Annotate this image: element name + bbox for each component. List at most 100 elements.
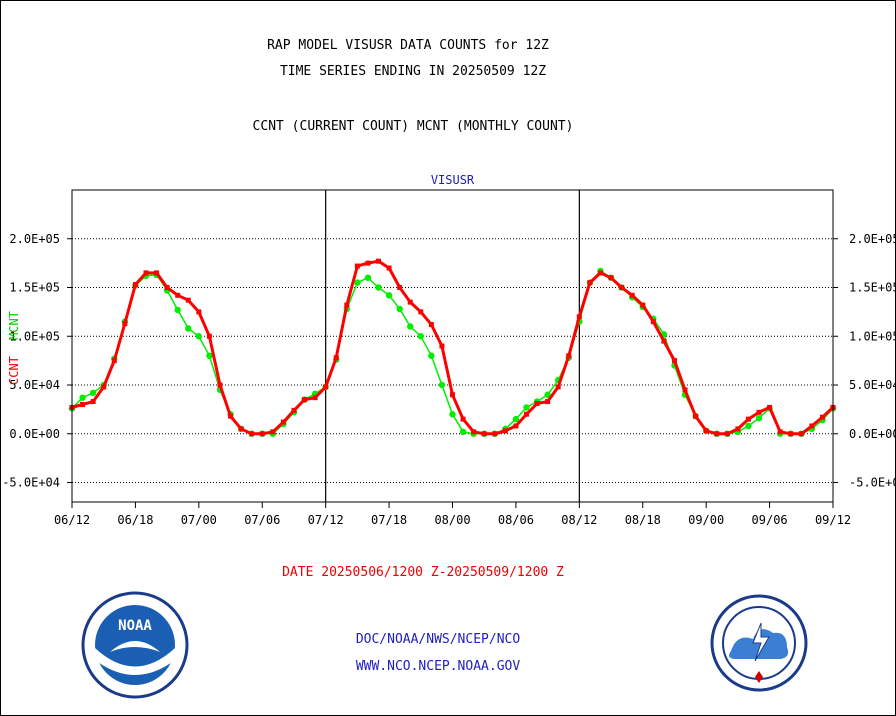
y-tick-label-right: 5.0E+04 xyxy=(849,378,896,392)
x-tick-label: 08/12 xyxy=(561,513,597,527)
y-tick-label-right: 0.0E+00 xyxy=(849,427,896,441)
point-ccnt xyxy=(312,395,318,401)
point-ccnt xyxy=(714,431,720,437)
y-axis-label-mcnt: MCNT xyxy=(7,311,21,340)
y-tick-label-left: -5.0E+04 xyxy=(2,476,60,490)
point-ccnt xyxy=(502,428,508,434)
x-tick-label: 07/12 xyxy=(308,513,344,527)
point-ccnt xyxy=(724,431,730,437)
axis-layer: VISUSR -5.0E+04 -5.0E+04 0.0E+00 0.0E+00 5.0E… xyxy=(2,173,896,527)
point-mcnt xyxy=(449,411,456,418)
x-tick-label: 07/00 xyxy=(181,513,217,527)
point-mcnt xyxy=(428,352,435,359)
y-tick-label-right: -5.0E+04 xyxy=(849,476,896,490)
point-ccnt xyxy=(640,302,646,308)
point-mcnt xyxy=(385,292,393,299)
point-mcnt xyxy=(375,284,382,291)
point-ccnt xyxy=(534,401,540,407)
point-mcnt xyxy=(354,279,361,286)
point-mcnt xyxy=(745,422,752,430)
point-ccnt xyxy=(376,258,382,264)
point-ccnt xyxy=(302,397,308,403)
x-tick-label: 07/06 xyxy=(244,513,280,527)
point-ccnt xyxy=(164,285,170,290)
point-mcnt xyxy=(185,325,192,332)
grid-layer xyxy=(72,190,833,502)
point-ccnt xyxy=(523,411,529,417)
website-link[interactable]: WWW.NCO.NCEP.NOAA.GOV xyxy=(355,659,521,674)
point-mcnt xyxy=(755,414,763,422)
point-ccnt xyxy=(756,409,762,415)
series-layer xyxy=(68,258,837,437)
point-ccnt xyxy=(249,431,255,437)
point-ccnt xyxy=(576,314,582,320)
org-label: DOC/NOAA/NWS/NCEP/NCO xyxy=(355,632,521,647)
point-ccnt xyxy=(217,382,223,388)
chart-header-line2: TIME SERIES ENDING IN 20250509 12Z xyxy=(279,64,547,79)
point-ccnt xyxy=(619,285,625,290)
point-mcnt xyxy=(544,391,551,398)
y-tick-label-left: 5.0E+04 xyxy=(9,378,60,392)
point-ccnt xyxy=(238,426,244,432)
x-tick-label: 06/18 xyxy=(117,513,153,527)
point-ccnt xyxy=(439,343,445,349)
point-ccnt xyxy=(545,399,551,405)
point-mcnt xyxy=(89,389,97,396)
point-ccnt xyxy=(671,358,677,364)
point-ccnt xyxy=(280,419,286,425)
point-ccnt xyxy=(259,431,265,437)
point-ccnt xyxy=(471,429,477,435)
point-mcnt xyxy=(459,428,467,435)
point-ccnt xyxy=(407,299,413,305)
point-ccnt xyxy=(693,413,699,419)
chart-title: VISUSR xyxy=(431,173,475,187)
x-tick-label: 06/12 xyxy=(54,513,90,527)
point-ccnt xyxy=(460,416,466,422)
point-ccnt xyxy=(777,429,783,435)
point-ccnt xyxy=(819,414,825,420)
point-ccnt xyxy=(682,387,688,393)
y-tick-label-right: 1.5E+05 xyxy=(849,281,896,295)
point-ccnt xyxy=(386,265,392,271)
x-tick-label: 08/00 xyxy=(434,513,470,527)
point-mcnt xyxy=(523,404,530,411)
point-ccnt xyxy=(333,355,339,361)
chart-header-line1: RAP MODEL VISUSR DATA COUNTS for 12Z xyxy=(267,38,549,53)
point-ccnt xyxy=(228,413,234,419)
point-ccnt xyxy=(788,431,794,437)
y-tick-label-left: 1.5E+05 xyxy=(9,281,60,295)
x-tick-label: 08/18 xyxy=(625,513,661,527)
point-mcnt xyxy=(195,333,203,340)
point-ccnt xyxy=(354,263,360,269)
point-ccnt xyxy=(122,321,128,327)
point-ccnt xyxy=(80,402,86,407)
point-ccnt xyxy=(513,423,519,429)
point-mcnt xyxy=(407,323,414,330)
point-ccnt xyxy=(132,282,138,288)
y-tick-label-right: 2.0E+05 xyxy=(849,232,896,246)
point-ccnt xyxy=(745,416,751,422)
point-ccnt xyxy=(450,392,455,398)
nws-logo xyxy=(710,594,808,692)
point-ccnt xyxy=(735,426,741,432)
point-ccnt xyxy=(703,428,709,434)
time-series-chart: VISUSR -5.0E+04 -5.0E+04 0.0E+00 0.0E+00 5.0E… xyxy=(2,173,896,527)
y-tick-label-left: 2.0E+05 xyxy=(9,232,60,246)
point-ccnt xyxy=(587,280,593,286)
point-ccnt xyxy=(101,384,107,390)
y-tick-label-right: 1.0E+05 xyxy=(849,329,896,343)
x-tick-label: 07/18 xyxy=(371,513,407,527)
point-ccnt xyxy=(492,431,498,437)
point-ccnt xyxy=(196,309,202,315)
x-tick-label: 09/00 xyxy=(688,513,724,527)
point-ccnt xyxy=(206,333,212,339)
x-tick-label: 09/06 xyxy=(752,513,788,527)
x-tick-label: 09/12 xyxy=(815,513,851,527)
point-ccnt xyxy=(481,431,487,437)
point-mcnt xyxy=(79,394,86,401)
noaa-logo: NOAA xyxy=(81,591,189,699)
point-ccnt xyxy=(143,270,149,276)
date-range-label: DATE 20250506/1200 Z-20250509/1200 Z xyxy=(282,565,564,580)
y-tick-label-left: 1.0E+05 xyxy=(9,329,60,343)
point-ccnt xyxy=(428,322,434,328)
